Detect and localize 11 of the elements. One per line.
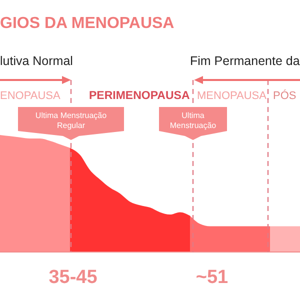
text: lutiva Normal <box>0 54 73 68</box>
text: 35-45 <box>48 267 98 288</box>
text: Fim Permanente da <box>190 54 300 68</box>
chart-title: GIOS DA MENOPAUSA <box>0 15 175 32</box>
text: PERIMENOPAUSA <box>89 90 190 102</box>
text: PÓS <box>273 89 296 102</box>
text: MENOPAUSA <box>197 90 268 102</box>
text: ENOPAUSA <box>0 90 61 102</box>
text: ~51 <box>196 267 229 288</box>
text: Ultima Menstruação <box>170 111 217 130</box>
text: Ultima Menstruação Regular <box>35 111 108 130</box>
